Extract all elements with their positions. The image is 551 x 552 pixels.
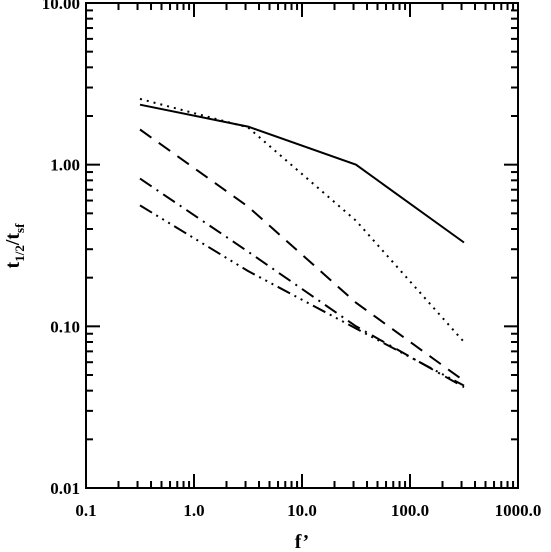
x-tick-label: 100.0	[391, 501, 429, 520]
series-line-solid	[139, 103, 465, 244]
x-tick-label: 1000.0	[495, 501, 542, 520]
x-axis-label: f’	[295, 531, 309, 552]
series-line-dash-dot	[139, 177, 465, 389]
y-axis-label: t1/2/tsf	[2, 223, 27, 269]
y-tick-label: 10.00	[42, 0, 80, 13]
y-tick-label: 0.01	[50, 479, 80, 498]
plot-frame	[85, 2, 519, 489]
series-line-dotted	[139, 97, 465, 343]
series-line-dash-dot-dot-dot	[139, 204, 465, 387]
tick-labels: 0.1 1.0 10.0 100.0 1000.0 0.01 0.10 1.00 10.00	[42, 0, 542, 520]
x-tick-label: 10.0	[287, 501, 317, 520]
y-tick-label: 0.10	[50, 317, 80, 336]
y-tick-label: 1.00	[50, 156, 80, 175]
x-tick-label: 1.0	[183, 501, 204, 520]
svg-text:t1/2/tsf: t1/2/tsf	[2, 223, 27, 269]
series-lines	[139, 97, 465, 389]
series-line-dashed	[139, 128, 465, 382]
x-tick-label: 0.1	[75, 501, 96, 520]
axis-ticks	[85, 3, 518, 489]
